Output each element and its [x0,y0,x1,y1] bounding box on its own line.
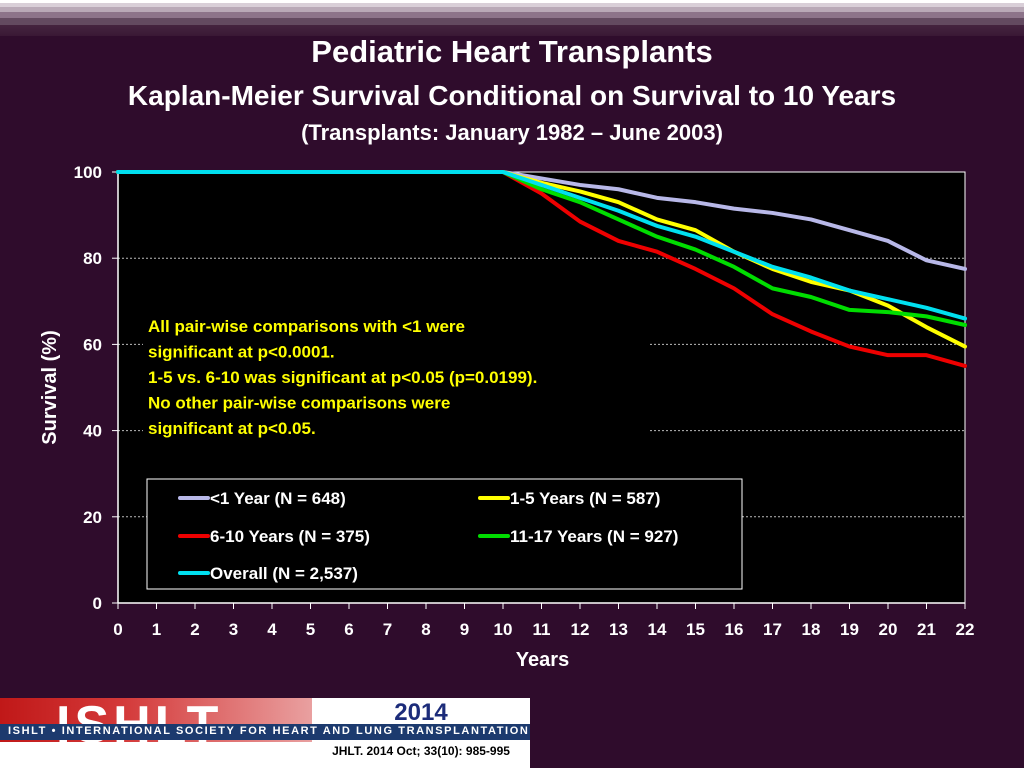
y-tick-label-3: 60 [83,335,102,354]
annotation-line-1: significant at p<0.0001. [148,343,335,362]
x-tick-label-6: 6 [344,620,353,639]
top-decorative-band [0,0,1024,36]
page-subtitle: Kaplan-Meier Survival Conditional on Sur… [127,80,897,111]
y-axis-label: Survival (%) [39,330,61,444]
y-tick-label-0: 0 [93,594,102,613]
annotation-line-3: No other pair-wise comparisons were [148,394,450,413]
x-tick-label-1: 1 [152,620,161,639]
x-tick-label-4: 4 [267,620,277,639]
page-title: Pediatric Heart Transplants [311,34,713,69]
x-tick-label-12: 12 [571,620,590,639]
x-tick-label-22: 22 [956,620,975,639]
x-tick-label-18: 18 [802,620,821,639]
x-tick-label-9: 9 [460,620,469,639]
annotation-line-4: significant at p<0.05. [148,419,316,438]
annotation-line-0: All pair-wise comparisons with <1 were [148,317,465,336]
legend-label-2: 6-10 Years (N = 375) [210,527,370,546]
y-tick-label-4: 80 [83,249,102,268]
legend-label-1: 1-5 Years (N = 587) [510,489,660,508]
org-band [0,724,530,740]
x-tick-label-15: 15 [686,620,705,639]
x-tick-label-20: 20 [879,620,898,639]
x-tick-label-17: 17 [763,620,782,639]
report-year: 2014 [394,699,448,726]
x-tick-label-8: 8 [421,620,430,639]
journal-citation: JHLT. 2014 Oct; 33(10): 985-995 [332,744,510,758]
x-tick-label-13: 13 [609,620,628,639]
x-tick-label-2: 2 [190,620,199,639]
legend-label-4: Overall (N = 2,537) [210,564,358,583]
x-tick-label-16: 16 [725,620,744,639]
series-line-4 [116,170,967,321]
x-tick-label-11: 11 [533,620,551,639]
y-tick-label-2: 40 [83,422,102,441]
x-tick-label-0: 0 [113,620,122,639]
x-tick-label-19: 19 [840,620,859,639]
x-tick-label-21: 21 [917,620,936,639]
x-tick-label-3: 3 [229,620,238,639]
x-tick-label-5: 5 [306,620,315,639]
org-name: ISHLT • INTERNATIONAL SOCIETY FOR HEART … [8,725,530,737]
y-tick-label-5: 100 [74,163,102,182]
y-tick-label-1: 20 [83,508,102,527]
x-tick-label-7: 7 [383,620,392,639]
annotation-box [143,308,649,438]
legend-box [146,478,743,590]
x-tick-label-10: 10 [494,620,513,639]
page-subtitle-dates: (Transplants: January 1982 – June 2003) [301,120,723,145]
legend-label-0: <1 Year (N = 648) [210,489,346,508]
legend-label-3: 11-17 Years (N = 927) [510,527,678,546]
annotation-line-2: 1-5 vs. 6-10 was significant at p<0.05 (… [148,368,537,387]
x-axis-label: Years [516,649,569,671]
x-tick-label-14: 14 [648,620,667,639]
